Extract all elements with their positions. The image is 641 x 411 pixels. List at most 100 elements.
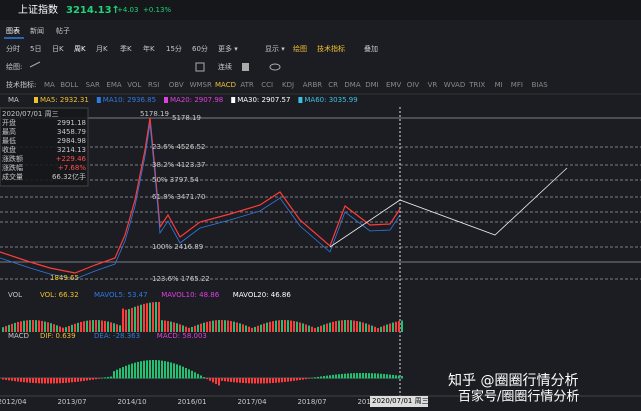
vol-bar (335, 321, 337, 332)
indicator[interactable]: RSI (148, 81, 159, 89)
toolbar-item[interactable]: 分时 (6, 44, 20, 53)
indicator[interactable]: DMI (365, 81, 379, 89)
toolbar-item[interactable]: 周K (74, 45, 86, 53)
vol-bar (158, 302, 160, 332)
indicator[interactable]: ARBR (303, 81, 322, 89)
indicator[interactable]: CCI (261, 81, 273, 89)
indicator[interactable]: VOL (127, 81, 141, 89)
toolbar-item[interactable]: 5日 (30, 45, 41, 53)
indicator[interactable]: KDJ (282, 81, 294, 89)
vol-bar (17, 321, 19, 332)
vol-bar (302, 323, 304, 332)
vol-bar (119, 325, 121, 332)
eye-icon[interactable] (269, 63, 281, 71)
fib-label: 61.8% 3471.70 (152, 193, 205, 201)
macd-bar (167, 361, 169, 379)
indicator[interactable]: OBV (169, 81, 184, 89)
macd-bar (188, 369, 190, 379)
macd-bar (92, 378, 94, 380)
fib-label: 1849.65 (50, 274, 79, 282)
toolbar-item[interactable]: 年K (143, 44, 155, 53)
vol-bar (278, 320, 280, 332)
macd-bar (314, 377, 316, 379)
macd-bar (23, 378, 25, 383)
fib-label: 50% 3797.54 (152, 176, 199, 184)
x-tick-label: 2018/07 (297, 398, 326, 406)
draw-tool[interactable] (29, 61, 41, 68)
indicator[interactable]: TRIX (468, 81, 485, 89)
macd-bar (227, 378, 229, 382)
vol-bar (287, 320, 289, 332)
macd-bar (215, 378, 217, 384)
indicator[interactable]: MI (495, 81, 503, 89)
vol-bar (227, 320, 229, 332)
tab[interactable]: 帖子 (56, 26, 70, 35)
vol-value: MAVOL20: 46.86 (233, 291, 292, 299)
x-tick-label: 2017/04 (237, 398, 267, 406)
toolbar-item[interactable]: 显示 ▾ (265, 45, 285, 53)
info-value: 66.32亿手 (52, 172, 86, 181)
indicator[interactable]: MACD (215, 81, 236, 89)
vol-bar (332, 321, 334, 332)
indicator[interactable]: EMA (106, 81, 121, 89)
indicator[interactable]: VR (428, 81, 438, 89)
toolbar-item[interactable]: 60分 (192, 44, 208, 53)
continuous[interactable]: 连续 (218, 62, 232, 71)
macd-bar (398, 375, 400, 379)
indicator[interactable]: WMSR (190, 81, 212, 89)
trash-icon[interactable] (242, 63, 249, 71)
macd-bar (389, 374, 391, 379)
toolbar-item[interactable]: 绘图 (293, 44, 307, 53)
top-bar (0, 0, 641, 20)
macd-bar (71, 378, 73, 383)
toolbar-item[interactable]: 日K (52, 45, 64, 53)
toolbar-item[interactable]: 15分 (166, 44, 182, 53)
indicator[interactable]: DMA (344, 81, 360, 89)
vol-bar (167, 320, 169, 332)
indicator[interactable]: ATR (240, 81, 254, 89)
vol-bar (224, 320, 226, 332)
vol-bar (203, 322, 205, 332)
vol-bar (236, 322, 238, 332)
toolbar-item[interactable]: 月K (96, 45, 108, 53)
vol-bar (2, 327, 4, 332)
toolbar-item[interactable]: 叠加 (364, 44, 378, 53)
indicator[interactable]: MA (44, 81, 55, 89)
macd-bar (251, 378, 253, 384)
macd-bar (233, 378, 235, 383)
indicator[interactable]: CR (328, 81, 338, 89)
toolbar-item[interactable]: 季K (120, 44, 132, 53)
lock-icon[interactable] (195, 62, 205, 72)
vol-bar (170, 321, 172, 332)
info-key: 收盘 (2, 145, 16, 154)
vol-bar (248, 326, 250, 332)
indicator[interactable]: MFI (511, 81, 523, 89)
macd-bar (47, 378, 49, 384)
macd-bar (395, 375, 397, 379)
indicator[interactable]: BOLL (60, 81, 78, 89)
macd-bar (179, 365, 181, 379)
indicator[interactable]: EMV (386, 81, 401, 89)
tab[interactable]: 新闻 (30, 26, 44, 35)
vol-bar (239, 323, 241, 332)
vol-bar (188, 327, 190, 332)
macd-bar (152, 360, 154, 379)
macd-bar (305, 378, 307, 380)
vol-bar (113, 323, 115, 332)
vol-value: MAVOL5: 53.47 (94, 291, 148, 299)
toolbar-item[interactable]: 更多 ▾ (218, 44, 238, 53)
toolbar-item[interactable]: 技术指标 (317, 44, 345, 53)
macd-bar (335, 374, 337, 379)
indicator[interactable]: BIAS (532, 81, 549, 89)
x-tick-label: 2014/10 (117, 398, 146, 406)
macd-bar (134, 362, 136, 379)
vol-bar (371, 325, 373, 332)
indicator[interactable]: WVAD (444, 81, 465, 89)
macd-bar (245, 378, 247, 384)
indicator[interactable]: SAR (86, 81, 100, 89)
info-key: 最低 (2, 136, 16, 145)
macd-bar (32, 378, 34, 383)
tab[interactable]: 图表 (6, 26, 20, 35)
indicator[interactable]: OIV (407, 81, 420, 89)
fib-label: 23.6% 4526.52 (152, 143, 205, 151)
